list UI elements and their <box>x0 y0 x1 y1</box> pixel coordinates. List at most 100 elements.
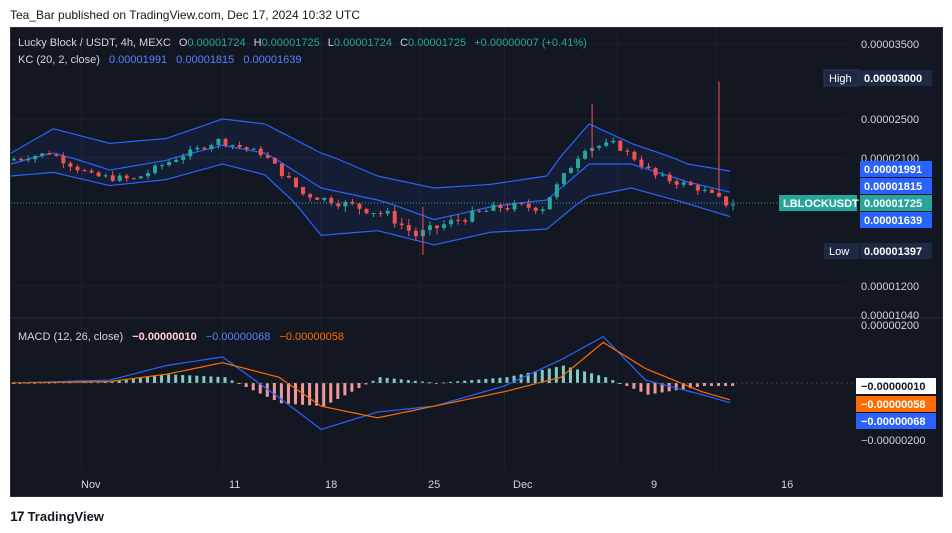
footer-brand: TradingView <box>27 508 104 524</box>
macd-hist-bar <box>597 375 601 383</box>
candles[interactable] <box>12 81 736 255</box>
candle-body <box>435 225 439 229</box>
candle-body <box>364 208 369 214</box>
kc-lower-line <box>11 163 731 246</box>
macd-hist-bar <box>625 383 629 386</box>
macd-hist-tag: −0.00000010 <box>856 378 936 394</box>
candle-body <box>456 219 461 221</box>
macd-hist-bar <box>308 383 312 406</box>
macd-hist-bar <box>456 381 460 383</box>
kc-upper-tag: 0.00001991 <box>860 161 932 177</box>
candle-body <box>597 145 602 148</box>
macd-line <box>11 335 731 431</box>
symbol-tag-text: LBLOCKUSDT <box>783 198 859 210</box>
candle-body <box>145 173 150 177</box>
legend-row: Lucky Block / USDT, 4h, MEXC O0.00001724… <box>18 37 587 49</box>
macd-hist-bar <box>258 383 262 394</box>
macd-axis[interactable]: 0.00000200 −0.00000200 <box>861 320 926 447</box>
time-tick: 11 <box>229 479 240 491</box>
macd-hist-bar <box>547 368 551 383</box>
macd-hist-bar <box>477 379 481 383</box>
kc-legend-row: KC (20, 2, close) 0.00001991 0.00001815 … <box>18 54 301 66</box>
macd-hist-bar <box>533 371 537 383</box>
macd-hist-bar <box>237 383 241 384</box>
macd-hist-bar <box>427 382 431 384</box>
kc-channel-area <box>11 119 731 245</box>
macd-hist-bar <box>286 383 290 404</box>
candle-body <box>138 176 143 179</box>
macd-legend-signal: −0.00000058 <box>279 331 344 343</box>
candle-body <box>279 163 284 177</box>
price-tick: 0.00002500 <box>861 114 919 126</box>
candle-body <box>604 142 609 146</box>
macd-hist-bar <box>463 380 467 383</box>
candle-body <box>89 170 94 173</box>
macd-hist-bar <box>604 377 608 383</box>
macd-hist-bar <box>618 383 622 384</box>
candle-body <box>209 145 214 150</box>
macd-hist-bar <box>336 383 340 399</box>
candle-body <box>413 230 418 237</box>
candle-body <box>308 194 313 198</box>
candle-body <box>33 155 38 160</box>
macd-hist-bar <box>681 383 685 390</box>
price-tick: 0.00001200 <box>861 281 919 293</box>
low-value: 0.00001397 <box>864 246 922 258</box>
macd-hist-bar <box>153 376 156 383</box>
macd-hist-bar <box>329 383 333 403</box>
kc-upper-tag-text: 0.00001991 <box>864 164 922 176</box>
macd-hist-bar <box>378 377 382 383</box>
macd-hist-bar <box>294 383 297 405</box>
candle-body <box>117 175 122 181</box>
candle-body <box>96 172 101 177</box>
candle-body <box>272 157 277 164</box>
macd-hist-bar <box>216 376 220 383</box>
macd-hist-bar <box>702 383 706 386</box>
candle-body <box>470 210 475 222</box>
chart-frame[interactable]: Lucky Block / USDT, 4h, MEXC O0.00001724… <box>10 27 943 497</box>
macd-hist-bar <box>279 383 283 404</box>
macd-hist-bar <box>695 383 699 387</box>
candle-body <box>498 204 503 209</box>
macd-hist-bar <box>350 383 354 392</box>
macd-hist-bar <box>576 369 579 383</box>
price-tick: 0.00003500 <box>861 39 919 51</box>
macd-hist-bar <box>167 374 171 383</box>
time-axis[interactable]: Nov 11 18 25 Dec 9 16 <box>81 479 793 491</box>
macd-hist-bar <box>371 380 375 383</box>
kc-lower-tag-text: 0.00001639 <box>864 215 922 227</box>
high-value: 0.00003000 <box>864 73 922 85</box>
candle-body <box>202 147 207 150</box>
candle-body <box>61 156 66 164</box>
macd-hist-bar <box>145 377 149 383</box>
macd-hist-bar <box>195 375 199 383</box>
macd-hist-bar <box>103 381 107 383</box>
legend-close: 0.00001725 <box>408 37 466 49</box>
candle-body <box>40 153 45 156</box>
candle-body <box>491 204 496 211</box>
macd-hist-bar <box>124 379 128 383</box>
macd-hist-bar <box>724 383 728 386</box>
macd-hist-bar <box>491 378 495 383</box>
kc-legend-upper: 0.00001991 <box>109 54 167 66</box>
candle-body <box>512 203 517 210</box>
candle-body <box>110 175 115 181</box>
macd-hist-bar <box>449 381 453 383</box>
macd-hist-bar <box>639 383 643 392</box>
macd-hist-bar <box>540 369 544 383</box>
macd-hist-bar <box>188 375 192 383</box>
macd-hist-bar <box>660 383 664 393</box>
candle-body <box>124 175 129 179</box>
macd-hist-bar <box>364 383 368 385</box>
candle-body <box>258 148 263 156</box>
macd-hist-bar <box>244 383 248 387</box>
macd-signal-tag-text: −0.00000058 <box>861 399 926 411</box>
candle-body <box>329 197 334 204</box>
macd-hist-bar <box>174 374 178 383</box>
legend-high: 0.00001725 <box>262 37 320 49</box>
macd-hist-bar <box>131 378 135 383</box>
macd-hist-bar <box>484 378 488 383</box>
macd-hist-bar <box>731 383 735 386</box>
candle-body <box>561 173 566 185</box>
chart-svg[interactable]: Lucky Block / USDT, 4h, MEXC O0.00001724… <box>11 28 943 497</box>
